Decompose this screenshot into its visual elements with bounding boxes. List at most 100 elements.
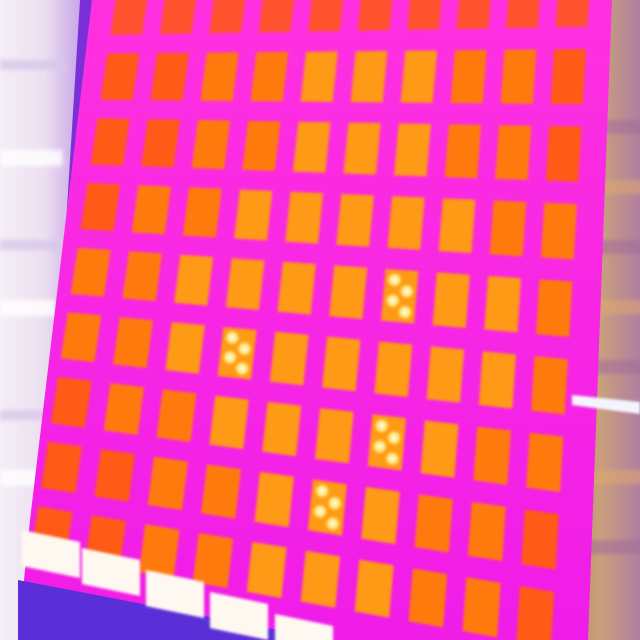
solar-cell: [200, 52, 239, 101]
solar-cell: [387, 196, 425, 250]
solar-cell: [262, 401, 302, 457]
hotspot: [323, 514, 342, 533]
hotspot: [325, 494, 344, 513]
hotspot: [235, 339, 254, 358]
solar-cell: [374, 341, 413, 397]
solar-cell: [246, 541, 287, 598]
wall-streak: [0, 240, 58, 250]
hotspots: [220, 270, 416, 533]
white-bar: [22, 530, 80, 578]
solar-cell: [100, 53, 140, 100]
hotspot: [223, 328, 242, 347]
solar-cell: [478, 351, 516, 409]
hotspot: [385, 270, 404, 289]
hotspot: [385, 428, 404, 447]
solar-cell: [254, 471, 294, 528]
solar-cell: [495, 125, 532, 180]
solar-cell: [526, 432, 564, 492]
solar-cell: [192, 533, 234, 589]
white-bar: [210, 592, 268, 640]
solar-cell: [545, 126, 582, 182]
solar-cell: [122, 251, 162, 302]
solar-cell: [234, 189, 273, 241]
solar-cell: [50, 377, 92, 428]
solar-cell: [336, 193, 374, 247]
solar-cell: [80, 183, 121, 232]
solar-cell: [536, 279, 573, 337]
solar-cell: [277, 261, 316, 315]
solar-cell: [141, 119, 180, 168]
solar-cell: [242, 120, 281, 171]
solar-cell: [103, 383, 144, 435]
solar-cell: [400, 50, 438, 103]
solar-cell: [308, 0, 344, 32]
solar-cell: [456, 0, 491, 29]
solar-cell: [361, 486, 400, 545]
hotspot: [383, 449, 402, 468]
hotspot: [372, 416, 391, 435]
hotspot: [383, 291, 402, 310]
solar-cell: [550, 49, 586, 105]
solar-cell: [131, 185, 171, 235]
solar-cell: [60, 312, 102, 363]
strip-streak: [585, 470, 640, 484]
solar-cell: [408, 568, 448, 628]
solar-cell: [94, 449, 135, 502]
solar-cell: [506, 0, 540, 29]
solar-cell: [357, 0, 393, 31]
solar-cell: [484, 275, 522, 333]
solar-cell: [113, 317, 153, 368]
solar-cell: [269, 331, 309, 386]
solar-cell: [414, 494, 453, 553]
hotspot: [220, 348, 239, 367]
solar-cell: [201, 464, 241, 519]
solar-cell: [156, 389, 197, 442]
solar-cell: [90, 118, 130, 166]
solar-cell: [250, 51, 289, 102]
solar-cell: [147, 456, 188, 511]
hotspot: [311, 502, 330, 521]
solar-cell: [432, 272, 470, 328]
hotspot: [233, 359, 252, 378]
solar-cell: [555, 0, 589, 28]
solar-cell: [444, 124, 482, 179]
solar-cell: [467, 501, 506, 562]
solar-cell: [450, 50, 487, 104]
solar-cell: [420, 420, 459, 478]
hotspot: [370, 437, 389, 456]
wall-streak: [0, 150, 63, 166]
solar-cell: [300, 51, 338, 102]
white-bar: [146, 570, 204, 618]
solar-cell: [540, 202, 577, 260]
solar-cell: [354, 559, 394, 618]
white-bar: [82, 548, 140, 596]
wall-streak: [0, 410, 50, 420]
white-bar: [275, 614, 333, 640]
solar-cell: [174, 254, 214, 306]
solar-cell: [489, 200, 527, 257]
solar-cell: [329, 265, 368, 319]
solar-cell: [209, 395, 249, 450]
solar-cell: [209, 0, 246, 34]
wall-streak: [0, 300, 55, 316]
solar-cell: [70, 247, 111, 297]
solar-cell: [110, 0, 148, 36]
solar-cell: [473, 426, 511, 485]
solar-cell: [426, 346, 465, 403]
hotspot: [397, 282, 416, 301]
solar-cell: [350, 50, 388, 103]
hotspot: [395, 303, 414, 322]
solar-cell: [150, 52, 189, 101]
solar-cell: [182, 187, 222, 238]
solar-cell: [225, 258, 265, 311]
strip-streak: [585, 540, 640, 554]
solar-cell: [314, 408, 354, 464]
solar-cell: [159, 0, 197, 35]
solar-cell: [500, 49, 537, 104]
solar-cell: [285, 191, 324, 244]
wall-streak: [0, 60, 67, 70]
solar-cell: [322, 336, 361, 392]
solar-cell: [191, 120, 231, 170]
